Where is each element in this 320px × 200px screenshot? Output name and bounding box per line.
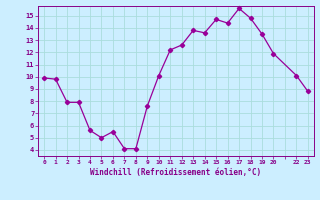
X-axis label: Windchill (Refroidissement éolien,°C): Windchill (Refroidissement éolien,°C)	[91, 168, 261, 177]
